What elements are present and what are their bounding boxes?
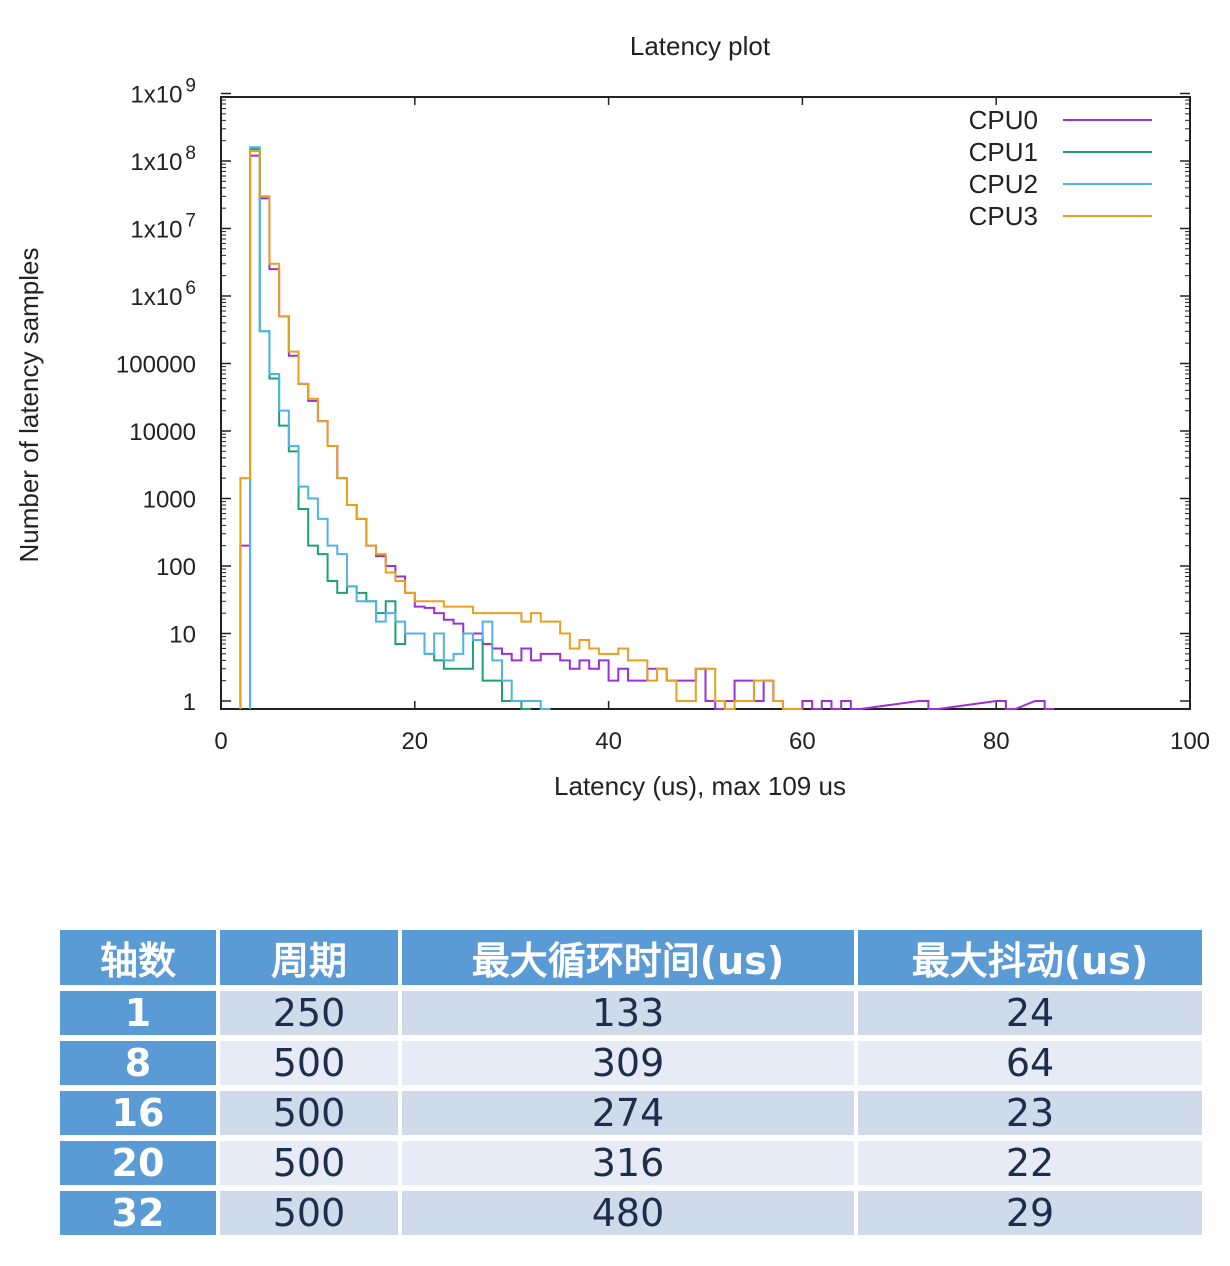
y-tick-label: 100000 bbox=[116, 352, 196, 379]
y-tick-label: 1x10 6 bbox=[130, 278, 196, 311]
series-cpu2 bbox=[249, 146, 551, 710]
cell-period: 250 bbox=[220, 991, 398, 1035]
cell-max-jitter: 64 bbox=[858, 1041, 1202, 1085]
legend-label-cpu2: CPU2 bbox=[969, 169, 1038, 199]
y-tick-label: 10000 bbox=[129, 419, 196, 446]
x-axis-label: Latency (us), max 109 us bbox=[554, 771, 846, 801]
header-period: 周期 bbox=[220, 930, 398, 985]
x-tick-label: 20 bbox=[401, 728, 428, 755]
header-max-jitter: 最大抖动(us) bbox=[858, 930, 1202, 985]
table-row: 16 500 274 23 bbox=[60, 1091, 1202, 1135]
table-row: 1 250 133 24 bbox=[60, 991, 1202, 1035]
y-tick-label: 1x10 7 bbox=[130, 211, 196, 244]
cell-max-jitter: 29 bbox=[858, 1191, 1202, 1235]
header-axes: 轴数 bbox=[60, 930, 216, 985]
cell-max-cycle-time: 480 bbox=[402, 1191, 854, 1235]
cell-period: 500 bbox=[220, 1141, 398, 1185]
x-tick-label: 0 bbox=[214, 728, 227, 755]
table-row: 32 500 480 29 bbox=[60, 1191, 1202, 1235]
cell-max-cycle-time: 133 bbox=[402, 991, 854, 1035]
plot-frame bbox=[220, 96, 1191, 710]
cell-max-cycle-time: 274 bbox=[402, 1091, 854, 1135]
cell-max-cycle-time: 309 bbox=[402, 1041, 854, 1085]
cell-period: 500 bbox=[220, 1091, 398, 1135]
legend-label-cpu0: CPU0 bbox=[969, 105, 1038, 135]
results-table: 轴数 周期 最大循环时间(us) 最大抖动(us) 1 250 133 24 8… bbox=[56, 924, 1206, 1241]
cell-period: 500 bbox=[220, 1191, 398, 1235]
y-tick-label: 1000 bbox=[143, 487, 196, 514]
header-max-cycle-time: 最大循环时间(us) bbox=[402, 930, 854, 985]
y-axis-label: Number of latency samples bbox=[14, 247, 44, 562]
y-tick-label: 10 bbox=[169, 622, 196, 649]
cell-axes: 16 bbox=[60, 1091, 216, 1135]
x-tick-label: 60 bbox=[789, 728, 816, 755]
chart-title: Latency plot bbox=[630, 31, 771, 61]
cell-axes: 8 bbox=[60, 1041, 216, 1085]
cell-axes: 20 bbox=[60, 1141, 216, 1185]
cell-max-jitter: 22 bbox=[858, 1141, 1202, 1185]
latency-chart: Latency plot Number of latency samples L… bbox=[14, 31, 1210, 801]
cell-max-jitter: 24 bbox=[858, 991, 1202, 1035]
series-group bbox=[239, 146, 1055, 710]
cell-axes: 32 bbox=[60, 1191, 216, 1235]
cell-period: 500 bbox=[220, 1041, 398, 1085]
table-header-row: 轴数 周期 最大循环时间(us) 最大抖动(us) bbox=[60, 930, 1202, 985]
cell-max-cycle-time: 316 bbox=[402, 1141, 854, 1185]
legend-label-cpu3: CPU3 bbox=[969, 201, 1038, 231]
y-tick-label: 100 bbox=[156, 554, 196, 581]
x-tick-label: 80 bbox=[983, 728, 1010, 755]
series-cpu3 bbox=[239, 150, 803, 710]
legend-label-cpu1: CPU1 bbox=[969, 137, 1038, 167]
table-row: 20 500 316 22 bbox=[60, 1141, 1202, 1185]
series-cpu0 bbox=[239, 154, 1055, 710]
cell-axes: 1 bbox=[60, 991, 216, 1035]
x-tick-label: 40 bbox=[595, 728, 622, 755]
table-row: 8 500 309 64 bbox=[60, 1041, 1202, 1085]
x-tick-label: 100 bbox=[1170, 728, 1210, 755]
y-tick-label: 1 bbox=[183, 689, 196, 716]
cell-max-jitter: 23 bbox=[858, 1091, 1202, 1135]
y-tick-label: 1x10 9 bbox=[130, 76, 196, 109]
y-tick-label: 1x10 8 bbox=[130, 143, 196, 176]
series-cpu1 bbox=[249, 148, 532, 710]
